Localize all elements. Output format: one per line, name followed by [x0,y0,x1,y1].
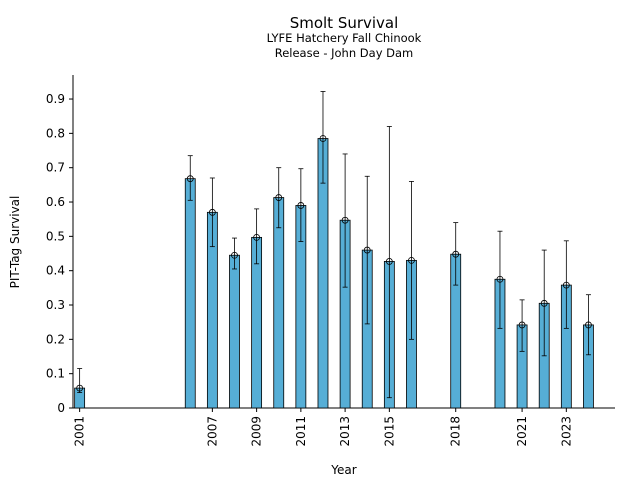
y-tick-label: 0.5 [46,229,65,243]
y-tick-label: 0.2 [46,332,65,346]
point-marker-2022 [540,299,548,307]
x-tick-label: 2018 [449,416,463,447]
y-tick-label: 0.4 [46,264,65,278]
x-tick-label: 2021 [515,416,529,447]
chart-subtitle-line-2: Release - John Day Dam [275,46,414,60]
y-tick-label: 0.7 [46,161,65,175]
bar-2010 [273,197,285,409]
point-marker-2013 [341,216,349,224]
point-marker-2024 [585,321,592,329]
point-marker-2023 [562,281,570,289]
x-tick-label: 2001 [73,416,87,447]
x-tick-label: 2015 [382,416,396,447]
chart-title: Smolt Survival [290,14,399,32]
y-tick-label: 0.3 [46,298,65,312]
y-axis-label: PIT-Tag Survival [8,196,22,289]
bar-2006 [184,178,196,409]
point-marker-2009 [253,233,261,241]
y-tick-label: 0 [57,401,65,415]
point-marker-2007 [208,208,216,216]
x-tick-label: 2011 [294,416,308,447]
y-tick-label: 0.8 [46,126,65,140]
point-marker-2008 [231,251,238,259]
point-marker-2014 [363,246,371,254]
y-tick-label: 0.6 [46,195,65,209]
x-tick-label: 2009 [250,416,264,447]
y-tick-label: 0.1 [46,367,65,381]
point-marker-2020 [496,275,504,283]
x-tick-label: 2007 [205,416,219,447]
bar-2008 [229,254,240,409]
x-axis-label: Year [330,463,356,477]
x-tick-label: 2023 [559,416,573,447]
x-tick-label: 2013 [338,416,352,447]
point-marker-2012 [319,135,327,142]
point-marker-2011 [297,202,305,209]
y-tick-label: 0.9 [46,92,65,106]
point-marker-2001 [76,384,84,392]
point-marker-2018 [452,250,460,258]
point-marker-2010 [275,194,283,201]
point-marker-2016 [408,256,415,264]
point-marker-2015 [385,258,393,265]
point-marker-2021 [518,321,526,329]
plot-area: 0 0.1 0.2 0.3 0.4 0.5 0.6 0.7 0.8 0.9 2001 2007 2009… [46,75,615,447]
chart-subtitle-line-1: LYFE Hatchery Fall Chinook [267,31,422,45]
point-marker-2006 [186,175,194,183]
